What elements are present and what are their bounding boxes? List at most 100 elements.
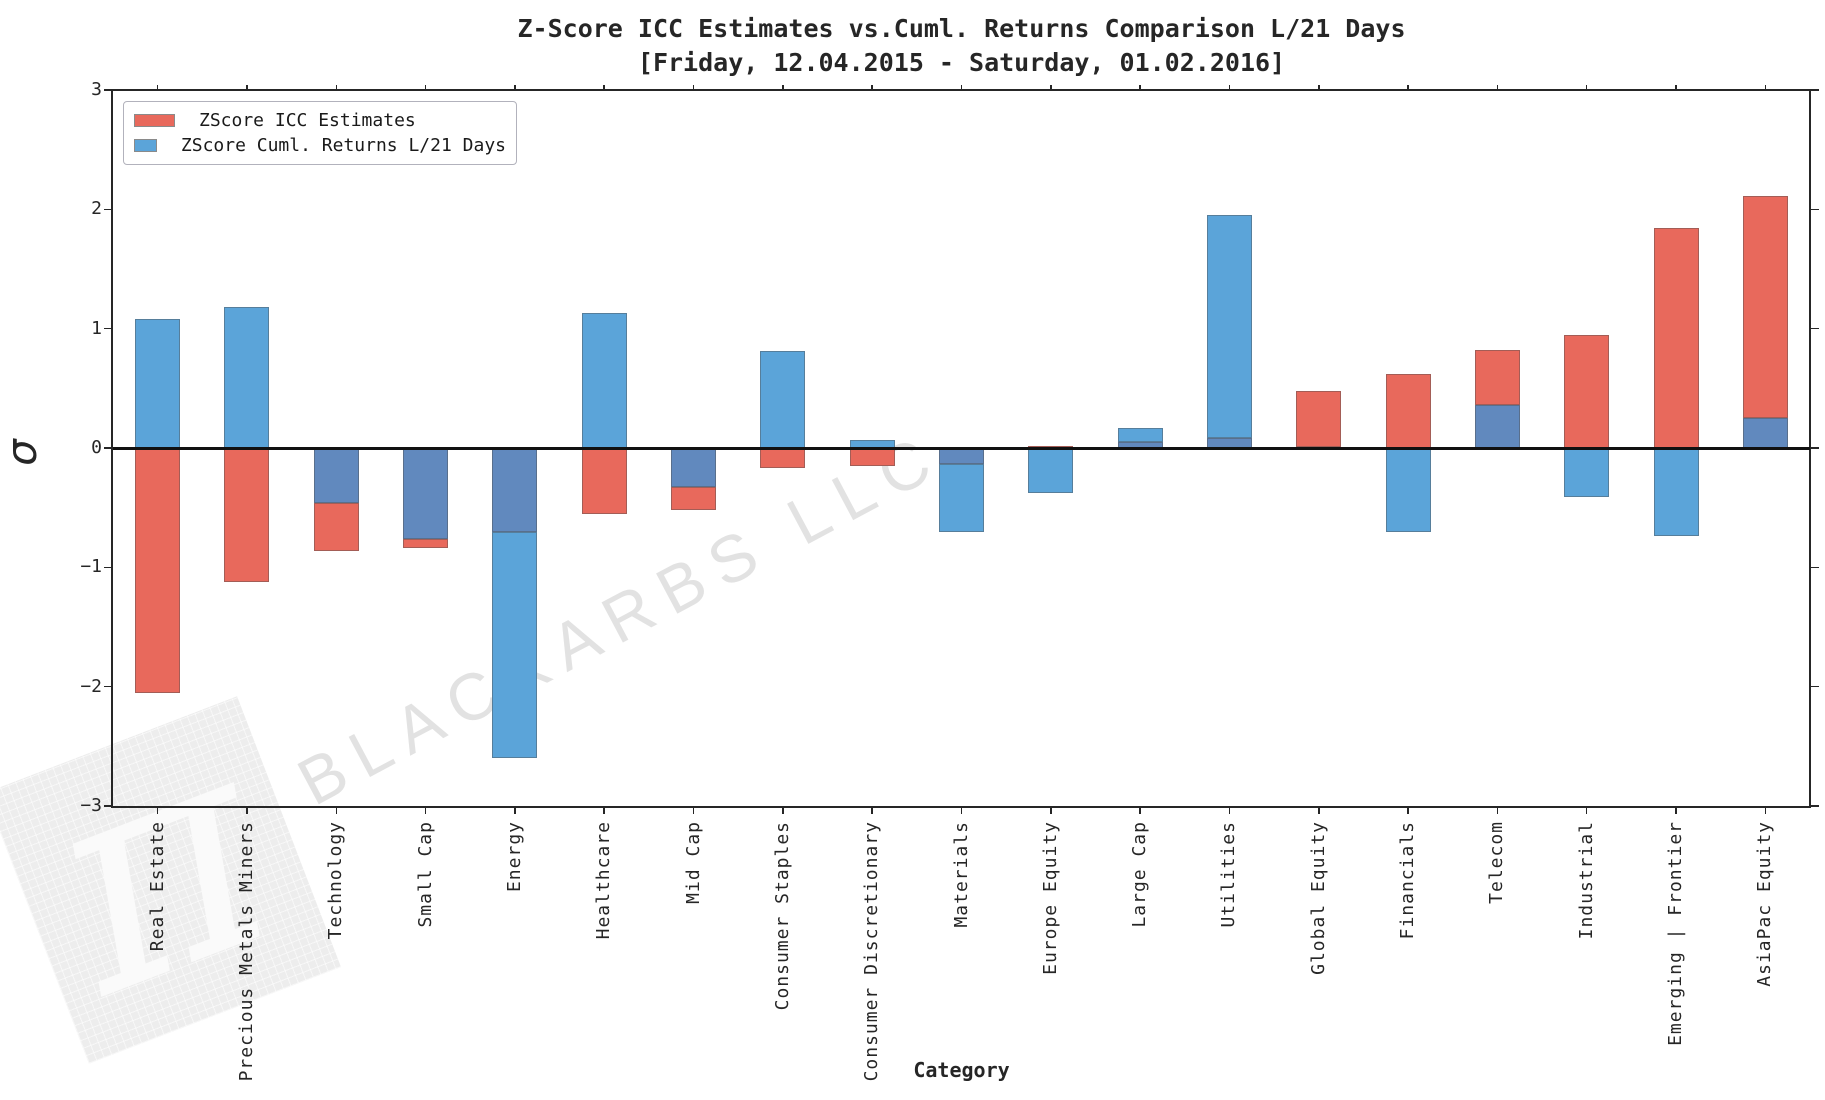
bar-segment-returns bbox=[135, 319, 181, 448]
bar-segment-returns bbox=[581, 313, 627, 448]
x-category-label: Industrial bbox=[1575, 821, 1597, 940]
chart-title-block: Z-Score ICC Estimates vs.Cuml. Returns C… bbox=[113, 12, 1810, 80]
x-tick-top bbox=[1496, 85, 1499, 90]
x-tick-top bbox=[1407, 85, 1409, 90]
y-tick-label: −2 bbox=[80, 675, 102, 697]
x-tick-bottom bbox=[1318, 806, 1320, 814]
x-category-label: Utilities bbox=[1218, 821, 1240, 928]
y-tick-label: 3 bbox=[91, 79, 102, 100]
x-category-label: AsiaPac Equity bbox=[1754, 821, 1776, 987]
y-tick-label: −3 bbox=[80, 795, 102, 816]
bar-segment-icc bbox=[403, 538, 449, 549]
x-tick-bottom bbox=[156, 806, 159, 814]
x-tick-bottom bbox=[960, 806, 963, 814]
y-tick-label: 2 bbox=[91, 198, 102, 220]
x-tick-bottom bbox=[1407, 806, 1409, 814]
y-axis-title-sigma: σ bbox=[0, 439, 46, 466]
x-tick-bottom bbox=[782, 806, 784, 814]
x-tick-top bbox=[603, 85, 605, 90]
x-tick-bottom bbox=[1496, 806, 1499, 814]
x-tick-bottom bbox=[1675, 806, 1677, 814]
x-tick-bottom bbox=[692, 806, 695, 814]
bar-segment-returns bbox=[939, 463, 984, 532]
legend-label-returns: ZScore Cuml. Returns L/21 Days bbox=[180, 135, 506, 156]
x-tick-bottom bbox=[1228, 806, 1231, 814]
x-tick-top bbox=[1318, 85, 1320, 90]
bar-segment-returns bbox=[492, 531, 538, 759]
bar-segment-returns bbox=[1028, 448, 1074, 494]
bar-segment-returns bbox=[1206, 215, 1252, 439]
y-tick-left bbox=[104, 805, 113, 807]
x-tick-top bbox=[960, 85, 963, 90]
bar-segment-icc bbox=[671, 487, 717, 511]
bar-segment-returns bbox=[224, 307, 270, 448]
x-tick-top bbox=[246, 85, 248, 90]
chart-title: Z-Score ICC Estimates vs.Cuml. Returns C… bbox=[517, 14, 1406, 43]
legend-swatch-icc-icon bbox=[134, 114, 175, 127]
x-category-label: Financials bbox=[1397, 821, 1419, 940]
bar-segment-overlap bbox=[403, 448, 449, 539]
bar-segment-overlap bbox=[1474, 405, 1520, 448]
x-tick-top bbox=[871, 85, 873, 90]
bar-segment-icc bbox=[313, 502, 359, 551]
bar-segment-icc bbox=[224, 448, 270, 582]
x-tick-bottom bbox=[1585, 806, 1588, 814]
y-tick-right bbox=[1810, 566, 1819, 569]
y-tick-left bbox=[104, 685, 113, 688]
x-tick-top bbox=[156, 85, 159, 90]
x-tick-top bbox=[1050, 85, 1052, 90]
x-category-label: Large Cap bbox=[1129, 821, 1151, 928]
x-tick-bottom bbox=[514, 806, 516, 814]
y-tick-left bbox=[104, 89, 113, 91]
x-category-label: Small Cap bbox=[414, 821, 436, 928]
y-tick-left bbox=[104, 327, 113, 330]
x-category-label: Consumer Staples bbox=[771, 821, 793, 1011]
y-tick-right bbox=[1810, 89, 1819, 91]
bar-segment-icc bbox=[1653, 228, 1699, 448]
bar-segment-icc bbox=[1296, 390, 1342, 447]
x-tick-top bbox=[424, 85, 427, 90]
x-category-label: Materials bbox=[950, 821, 972, 928]
x-category-label: Global Equity bbox=[1307, 821, 1329, 975]
x-category-label: Telecom bbox=[1486, 821, 1508, 904]
y-tick-right bbox=[1810, 447, 1819, 449]
x-category-label: Europe Equity bbox=[1039, 821, 1061, 975]
y-tick-label: 1 bbox=[91, 317, 102, 339]
x-tick-bottom bbox=[603, 806, 605, 814]
y-tick-right bbox=[1810, 327, 1819, 330]
x-tick-top bbox=[335, 85, 338, 90]
x-tick-top bbox=[1764, 85, 1767, 90]
x-category-label: Precious Metals Miners bbox=[235, 821, 257, 1082]
x-category-label: Real Estate bbox=[146, 821, 168, 952]
bar-segment-icc bbox=[1474, 350, 1520, 406]
y-tick-left bbox=[104, 447, 113, 449]
bar-segment-icc bbox=[1564, 334, 1610, 448]
x-tick-bottom bbox=[1050, 806, 1052, 814]
x-tick-bottom bbox=[246, 806, 248, 814]
bar-segment-returns bbox=[1564, 448, 1610, 497]
x-category-label: Healthcare bbox=[593, 821, 615, 940]
y-tick-right bbox=[1810, 805, 1819, 807]
bar-segment-returns bbox=[1653, 448, 1699, 537]
x-tick-bottom bbox=[871, 806, 873, 814]
x-tick-bottom bbox=[1139, 806, 1141, 814]
x-tick-bottom bbox=[424, 806, 427, 814]
bar-segment-returns bbox=[1117, 427, 1163, 443]
x-axis-title-category: Category bbox=[913, 1058, 1010, 1082]
x-tick-bottom bbox=[1764, 806, 1767, 814]
bar-segment-returns bbox=[1385, 448, 1431, 532]
chart-subtitle: [Friday, 12.04.2015 - Saturday, 01.02.20… bbox=[637, 48, 1286, 77]
x-category-label: Emerging | Frontier bbox=[1665, 821, 1687, 1046]
legend-entry-returns: ZScore Cuml. Returns L/21 Days bbox=[134, 135, 506, 156]
x-tick-top bbox=[1585, 85, 1588, 90]
legend-box: ZScore ICC Estimates ZScore Cuml. Return… bbox=[123, 101, 517, 165]
x-category-label: Technology bbox=[325, 821, 347, 940]
bar-segment-icc bbox=[135, 448, 181, 693]
zero-axis-line bbox=[113, 446, 1810, 450]
x-tick-top bbox=[514, 85, 516, 90]
x-tick-bottom bbox=[335, 806, 338, 814]
x-category-label: Mid Cap bbox=[682, 821, 704, 904]
bar-segment-overlap bbox=[1742, 418, 1788, 448]
x-category-label: Energy bbox=[503, 821, 525, 893]
